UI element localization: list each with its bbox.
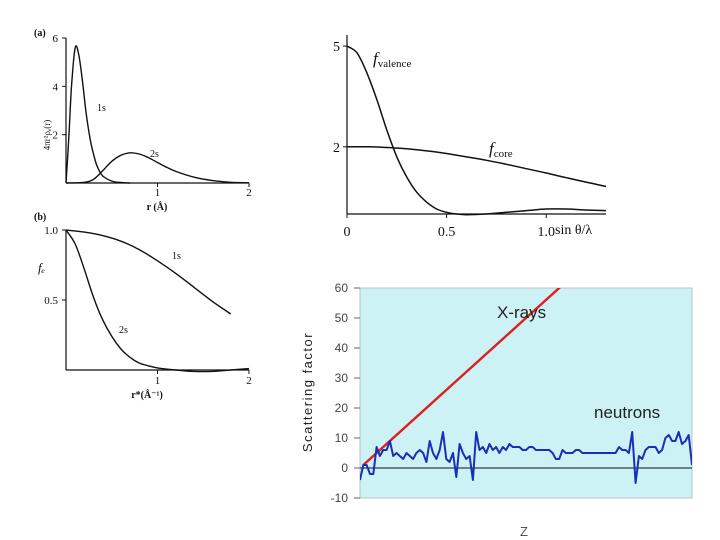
panel-b-ylabel: fₑ (38, 260, 45, 275)
panel-b-ytick-label: 0.5 (44, 295, 58, 307)
panel-d-ytick-label: 0 (341, 461, 348, 475)
panel-d-ticks: -10 0 10 20 30 40 50 60 (331, 281, 360, 505)
panel-b: (b) fₑ r*(Å⁻¹) 0.5 1.0 1 2 1s 2s (34, 212, 252, 401)
panel-a-ytick-label: 4 (53, 81, 59, 93)
panel-b-xtick-label: 2 (246, 375, 252, 387)
panel-a-ytick-label: 6 (53, 33, 59, 45)
panel-d: -10 0 10 20 30 40 50 60 X-rays neutrons Scatter… (300, 281, 693, 539)
panel-c-ytick-label: 2 (333, 141, 340, 156)
panel-d-label-xrays: X-rays (497, 303, 546, 322)
panel-a-xlabel: r (Å) (147, 201, 168, 213)
panel-a-ylabel: 4πr²ρₑ(r) (42, 120, 52, 151)
panel-c-label-core: fcore (489, 139, 513, 160)
panel-a-series-1s (65, 45, 131, 184)
panel-a-label-2s: 2s (150, 149, 159, 160)
panel-a-label: (a) (34, 28, 46, 39)
panel-c-xtick-label: 0.5 (438, 225, 456, 240)
panel-b-ytick-label: 1.0 (44, 225, 58, 237)
panel-d-series-xrays (362, 288, 561, 466)
panel-b-series-1s (65, 229, 232, 315)
panel-d-ytick-label: 20 (335, 401, 349, 415)
panel-d-label-neutrons: neutrons (594, 403, 660, 422)
panel-d-ytick-label: 60 (335, 281, 349, 295)
panel-c-series-valence (346, 45, 607, 216)
panel-b-label-1s: 1s (172, 251, 181, 262)
panel-a: (a) 4πr²ρₑ(r) r (Å) 2 4 6 1 2 1s 2s (34, 28, 252, 213)
panel-c-ticks: 2 5 0 0.5 1.0 (333, 40, 555, 240)
panel-d-ytick-label: 40 (335, 341, 349, 355)
panel-a-ticks: 2 4 6 1 2 (53, 33, 252, 199)
panel-d-ytick-label: 30 (335, 371, 349, 385)
panel-c-xtick-label: 0 (344, 225, 351, 240)
panel-c-xlabel: sin θ/λ (555, 223, 592, 238)
panel-d-plot-area (359, 287, 693, 499)
panel-d-ylabel: Scattering factor (300, 332, 315, 452)
panel-d-xlabel: Z (520, 524, 528, 539)
panel-b-ticks: 0.5 1.0 1 2 (44, 225, 252, 387)
panel-a-label-1s: 1s (97, 103, 106, 114)
panel-d-ytick-label: -10 (331, 491, 349, 505)
panel-b-label-2s: 2s (119, 325, 128, 336)
panel-c-ytick-label: 5 (333, 40, 340, 55)
panel-d-series-neutrons (360, 431, 692, 484)
panel-a-xtick-label: 2 (246, 187, 252, 199)
panel-a-xtick-label: 1 (155, 187, 161, 199)
panel-d-ytick-label: 50 (335, 311, 349, 325)
panel-b-xtick-label: 1 (155, 375, 161, 387)
panel-a-ytick-label: 2 (53, 130, 59, 142)
panel-d-ytick-label: 10 (335, 431, 349, 445)
panel-c: 2 5 0 0.5 1.0 fvalence fcore sin θ/λ (333, 35, 607, 240)
panel-c-series-core (346, 146, 607, 188)
panel-b-label: (b) (34, 212, 46, 223)
panel-c-xtick-label: 1.0 (537, 225, 555, 240)
panel-c-label-valence: fvalence (373, 49, 411, 70)
panel-b-xlabel: r*(Å⁻¹) (131, 389, 163, 401)
panel-b-series-2s (65, 229, 250, 373)
panel-a-series-2s (65, 152, 250, 184)
